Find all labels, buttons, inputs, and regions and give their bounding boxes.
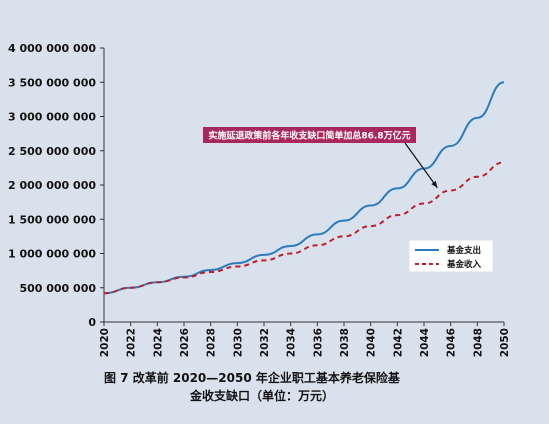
annotation-arrow-head — [431, 180, 438, 188]
y-tick-label: 500 000 000 — [19, 282, 96, 295]
chart-plot: 0 500 000 000 1 000 000 000 1 500 000 000 2 … — [0, 0, 549, 370]
y-tick-label: 1 000 000 000 — [8, 248, 96, 261]
x-tick-label: 2036 — [312, 328, 324, 357]
legend-box — [408, 239, 494, 273]
x-tick-label: 2028 — [206, 328, 218, 357]
chart-background — [0, 0, 549, 370]
annotation: 实施延退政策前各年收支缺口简单加总86.8万亿元 — [203, 127, 438, 189]
series-layer — [103, 81, 505, 295]
y-tick-label: 3 500 000 000 — [8, 76, 96, 89]
x-tick-label: 2022 — [126, 328, 138, 357]
caption-line-2: 金收支缺口（单位：万元） — [190, 389, 335, 403]
annotation-box — [203, 127, 416, 143]
x-tick-label: 2040 — [366, 328, 378, 357]
legend-label-1: 基金支出 — [446, 245, 481, 256]
x-tick-label: 2034 — [286, 328, 298, 357]
x-tick-label: 2024 — [152, 328, 164, 357]
caption-line-1: 图 7 改革前 2020—2050 年企业职工基本养老保险基 — [104, 371, 400, 385]
legend-label-2: 基金收入 — [446, 259, 482, 270]
x-tick-label: 2046 — [446, 328, 458, 357]
y-tick-label: 1 500 000 000 — [8, 213, 96, 226]
x-tick-label: 2050 — [499, 328, 511, 357]
series-line-1 — [103, 81, 505, 295]
y-tick-label: 3 000 000 000 — [8, 111, 96, 124]
x-tick-label: 2020 — [99, 328, 111, 357]
y-tick-label: 2 500 000 000 — [8, 145, 96, 158]
x-tick-label: 2032 — [259, 328, 271, 357]
x-axis: 2020 2022 2024 2026 2028 2030 2032 2034 2036 2038… — [99, 321, 511, 357]
x-tick-label: 2030 — [232, 328, 244, 357]
x-tick-label: 2038 — [339, 328, 351, 357]
x-tick-label: 2042 — [392, 328, 404, 357]
series-line-2 — [103, 161, 505, 295]
x-tick-label: 2044 — [419, 328, 431, 357]
x-tick-label: 2048 — [472, 328, 484, 357]
x-tick-label: 2026 — [179, 328, 191, 357]
annotation-arrow-line — [404, 142, 438, 189]
y-tick-label: 2 000 000 000 — [8, 179, 96, 192]
y-tick-label: 4 000 000 000 — [8, 42, 96, 55]
y-axis: 0 500 000 000 1 000 000 000 1 500 000 000 2 … — [8, 42, 105, 329]
annotation-text: 实施延退政策前各年收支缺口简单加总86.8万亿元 — [208, 130, 410, 142]
y-tick-label: 0 — [88, 316, 96, 329]
